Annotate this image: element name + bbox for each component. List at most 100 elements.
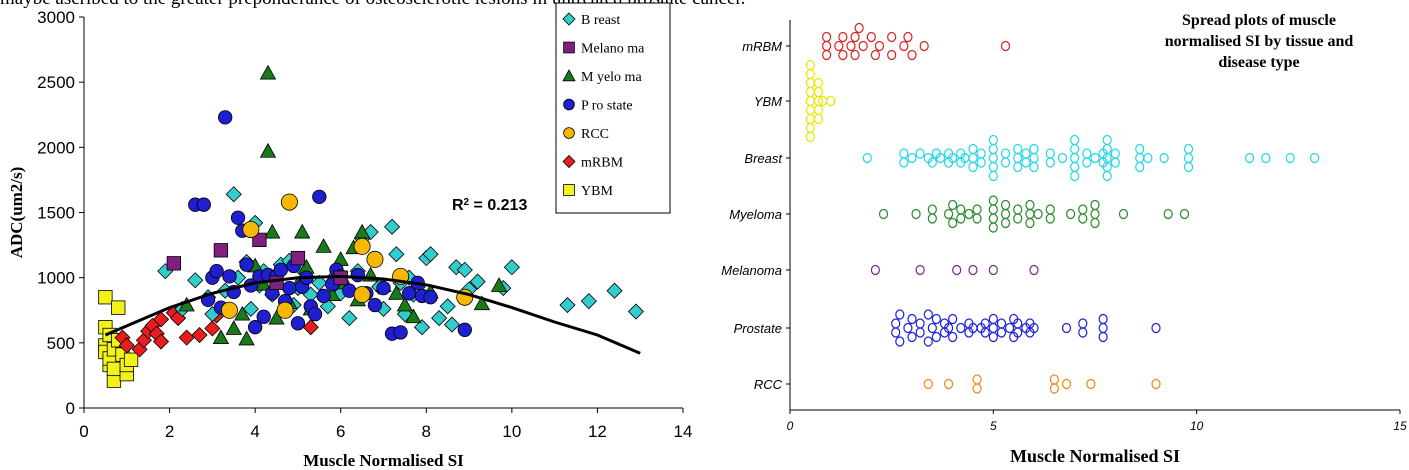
- left-labels: 0 2 4 6 8 10 12 14 0 500 1000 1500 2000 2500 3000 Muscl…: [7, 8, 692, 470]
- spread-point-myeloma: [1066, 208, 1076, 220]
- point-prostate: [316, 288, 331, 304]
- spread-point-mrbm: [874, 40, 885, 52]
- title-line: normalised SI by tissue and: [1165, 33, 1354, 50]
- point-melanoma: [213, 243, 229, 258]
- spread-point-prostate: [891, 318, 901, 329]
- spread-point-prostate: [988, 331, 998, 343]
- point-myeloma: [396, 296, 414, 312]
- spread-point-breast: [1135, 143, 1145, 155]
- point-breast: [469, 273, 486, 290]
- point-myeloma: [264, 223, 281, 239]
- legend-box: [555, 2, 671, 214]
- spread-plot-chart: 0 5 10 15 mRBM YBM Breast Myeloma Melanoma Prosta…: [721, 12, 1407, 466]
- x-tick-label: 0: [79, 422, 88, 441]
- point-breast: [431, 310, 448, 327]
- title-line: Spread plots of muscle: [1182, 12, 1336, 29]
- point-prostate: [230, 210, 246, 225]
- point-myeloma: [315, 238, 332, 253]
- spread-point-breast: [1021, 157, 1031, 168]
- point-mrbm: [152, 311, 170, 328]
- point-prostate: [196, 197, 211, 212]
- spread-point-myeloma: [1078, 204, 1088, 215]
- spread-point-breast: [1000, 157, 1011, 168]
- spread-point-breast: [1070, 161, 1080, 173]
- point-melanoma: [290, 250, 306, 266]
- point-breast: [439, 298, 456, 315]
- spread-point-breast: [1183, 152, 1194, 164]
- spread-point-rcc: [1151, 378, 1161, 390]
- spread-point-breast: [1090, 152, 1100, 164]
- x-tick-label: 15: [1393, 419, 1407, 433]
- spread-point-myeloma: [988, 222, 998, 233]
- point-prostate: [247, 320, 263, 335]
- spread-point-ybm: [805, 68, 815, 80]
- point-prostate: [282, 280, 297, 296]
- point-myeloma: [388, 284, 405, 300]
- spread-point-breast: [988, 170, 998, 182]
- spread-point-prostate: [1078, 327, 1088, 338]
- legend-marker-ybm: [563, 184, 575, 196]
- spread-point-prostate: [1098, 313, 1108, 325]
- spread-point-myeloma: [1000, 199, 1011, 211]
- point-prostate: [423, 290, 438, 305]
- category-label: mRBM: [742, 39, 782, 54]
- spread-point-prostate: [927, 322, 937, 334]
- point-breast: [456, 261, 473, 278]
- spread-point-prostate: [1098, 322, 1108, 334]
- right-labels: 0 5 10 15 mRBM YBM Breast Myeloma Melanoma Prosta…: [721, 39, 1407, 466]
- spread-point-myeloma: [1025, 217, 1035, 229]
- spread-point-mrbm: [838, 31, 848, 43]
- spread-point-myeloma: [988, 195, 998, 206]
- spread-point-rcc: [972, 383, 982, 394]
- spread-point-breast: [1029, 161, 1039, 173]
- point-melanoma: [166, 256, 182, 271]
- spread-point-mrbm: [919, 40, 929, 52]
- point-breast: [242, 300, 259, 318]
- legend-marker-melanoma: [563, 41, 575, 54]
- point-rcc: [276, 301, 294, 319]
- spread-point-breast: [1143, 152, 1153, 164]
- spread-point-ybm: [805, 122, 815, 134]
- legend-label: RCC: [581, 127, 609, 142]
- spread-point-breast: [1045, 157, 1055, 168]
- spread-point-ybm: [805, 86, 815, 98]
- spread-point-myeloma: [1000, 208, 1011, 220]
- point-prostate: [307, 307, 323, 322]
- spread-point-rcc: [1061, 378, 1072, 390]
- spread-point-myeloma: [1045, 204, 1055, 215]
- spread-point-prostate: [980, 327, 990, 338]
- category-label: Myeloma: [729, 207, 782, 222]
- spread-point-myeloma: [1163, 208, 1173, 220]
- y-tick-label: 2500: [37, 73, 75, 92]
- spread-point-mrbm: [854, 22, 864, 34]
- spread-point-mrbm: [821, 49, 832, 61]
- x-tick-label: 6: [336, 422, 345, 441]
- x-axis-label: Muscle Normalised SI: [303, 451, 464, 470]
- legend: B reast Melano ma M yelo ma P ro state RCC mR…: [555, 2, 671, 214]
- y-axis-label: ADC(um2/s): [7, 167, 26, 259]
- spread-point-mrbm: [887, 49, 897, 61]
- spread-point-breast: [1000, 148, 1011, 159]
- spread-point-mrbm: [850, 31, 860, 43]
- point-myeloma: [294, 223, 311, 239]
- spread-point-mrbm: [834, 40, 844, 52]
- spread-point-myeloma: [956, 204, 966, 215]
- point-ybm: [123, 352, 139, 367]
- point-mrbm: [302, 319, 319, 336]
- spread-point-mrbm: [850, 49, 860, 61]
- spread-point-mrbm: [858, 40, 868, 52]
- spread-point-prostate: [948, 313, 958, 325]
- point-breast: [580, 293, 597, 310]
- spread-point-prostate: [915, 318, 925, 329]
- point-mrbm: [204, 320, 221, 337]
- point-rcc: [220, 301, 238, 319]
- point-prostate: [273, 262, 288, 277]
- spread-point-prostate: [996, 318, 1007, 329]
- legend-label: B reast: [581, 13, 620, 28]
- spread-point-breast: [1183, 143, 1194, 155]
- spread-point-breast: [1285, 152, 1295, 164]
- point-myeloma: [405, 308, 422, 324]
- spread-point-mrbm: [887, 31, 897, 43]
- spread-point-myeloma: [1118, 208, 1129, 220]
- spread-point-breast: [1029, 152, 1039, 164]
